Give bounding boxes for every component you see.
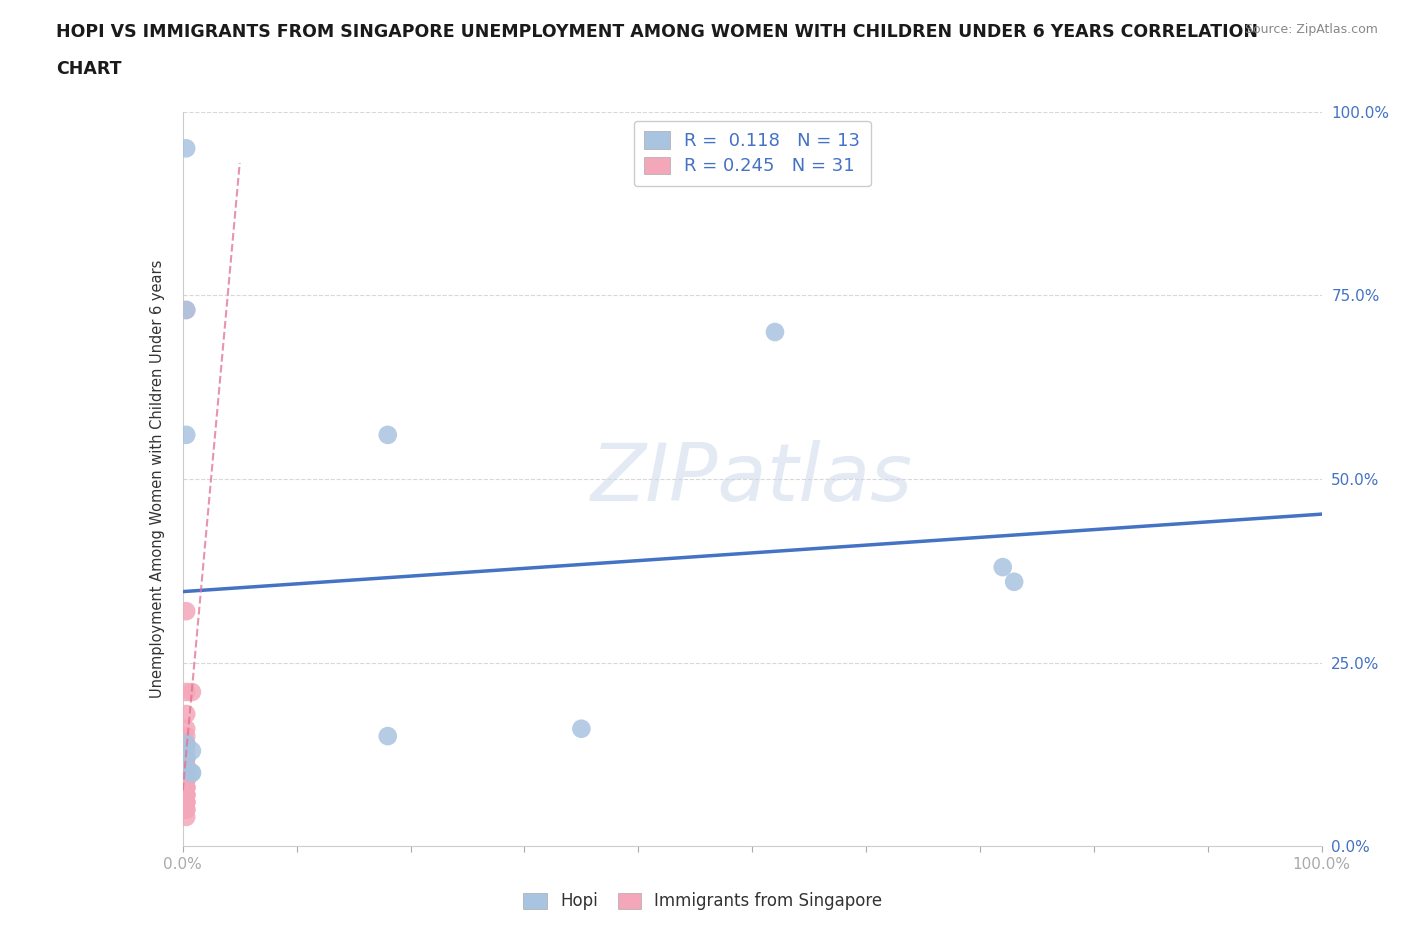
Point (174, 302, 197, 317)
Point (174, 802, 197, 817)
Point (763, 325, 786, 339)
Point (174, 751, 197, 765)
Point (377, 729, 399, 744)
Point (174, 729, 197, 744)
Text: CHART: CHART (56, 60, 122, 78)
Text: HOPI VS IMMIGRANTS FROM SINGAPORE UNEMPLOYMENT AMONG WOMEN WITH CHILDREN UNDER 6: HOPI VS IMMIGRANTS FROM SINGAPORE UNEMPL… (56, 23, 1258, 41)
Point (180, 765, 202, 780)
Point (174, 780, 197, 795)
Point (377, 428, 399, 443)
Point (174, 751, 197, 765)
Point (174, 773, 197, 788)
Point (174, 802, 197, 817)
Point (174, 788, 197, 803)
Point (180, 684, 202, 699)
Point (174, 751, 197, 765)
Point (991, 560, 1014, 575)
Legend: R =  0.118   N = 13, R = 0.245   N = 31: R = 0.118 N = 13, R = 0.245 N = 31 (634, 121, 870, 186)
Text: ZIPatlas: ZIPatlas (591, 440, 914, 518)
Point (174, 780, 197, 795)
Point (174, 736, 197, 751)
Point (174, 765, 197, 780)
Point (180, 743, 202, 758)
Point (174, 809, 197, 824)
Point (174, 780, 197, 795)
Point (174, 765, 197, 780)
Point (1002, 575, 1025, 590)
Point (174, 795, 197, 810)
Point (174, 788, 197, 803)
Point (174, 684, 197, 699)
Point (174, 302, 197, 317)
Point (571, 722, 593, 737)
Point (174, 743, 197, 758)
Point (174, 795, 197, 810)
Point (174, 758, 197, 773)
Point (174, 765, 197, 780)
Point (174, 773, 197, 788)
Text: Source: ZipAtlas.com: Source: ZipAtlas.com (1244, 23, 1378, 36)
Point (174, 795, 197, 810)
Point (174, 428, 197, 443)
Point (174, 758, 197, 773)
Point (174, 141, 197, 156)
Point (174, 773, 197, 788)
Legend: Hopi, Immigrants from Singapore: Hopi, Immigrants from Singapore (517, 885, 889, 917)
Point (174, 736, 197, 751)
Point (174, 604, 197, 618)
Point (180, 765, 202, 780)
Y-axis label: Unemployment Among Women with Children Under 6 years: Unemployment Among Women with Children U… (149, 259, 165, 698)
Point (174, 707, 197, 722)
Point (174, 788, 197, 803)
Point (174, 722, 197, 737)
